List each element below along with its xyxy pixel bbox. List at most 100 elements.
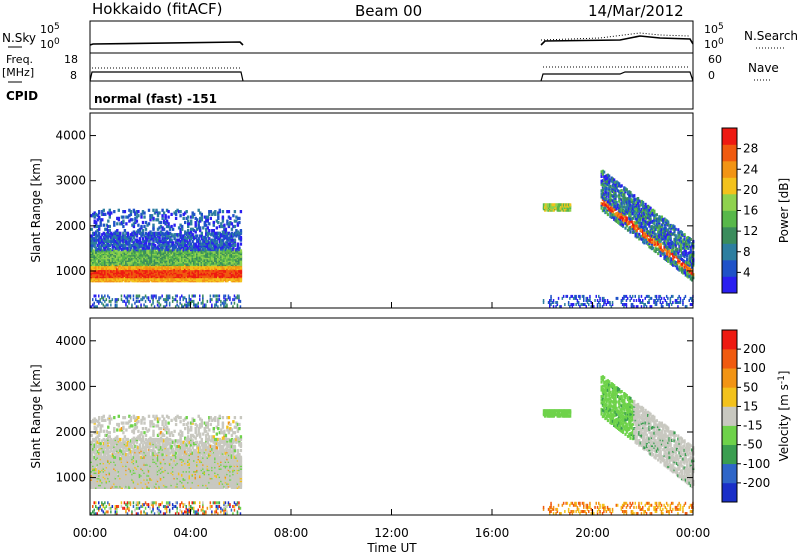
data-cell (107, 243, 110, 248)
data-cell (620, 192, 623, 196)
data-cell (185, 276, 188, 280)
data-cell (119, 245, 122, 249)
freq-trace-early (89, 71, 244, 82)
data-cell (224, 272, 228, 276)
data-cell (196, 245, 199, 249)
data-cell (135, 305, 138, 309)
data-cell (90, 214, 93, 218)
data-cell (177, 242, 181, 246)
data-cell (634, 233, 637, 236)
data-cell (680, 265, 684, 269)
data-cell (114, 246, 117, 250)
data-cell (211, 298, 213, 302)
data-cell (126, 257, 130, 261)
data-cell (669, 258, 672, 262)
data-cell (601, 182, 604, 186)
data-cell (585, 299, 587, 302)
data-cell (214, 250, 217, 254)
data-cell (658, 248, 661, 252)
data-cell (128, 249, 131, 253)
data-cell (556, 206, 559, 209)
data-cell (209, 298, 212, 302)
data-cell (652, 230, 655, 234)
data-cell (601, 185, 604, 189)
data-cell (111, 233, 114, 237)
data-cell (644, 202, 647, 206)
data-cell (188, 301, 190, 305)
data-cell (152, 208, 155, 212)
data-cell (635, 200, 638, 204)
data-cell (616, 214, 620, 218)
data-cell (152, 216, 155, 220)
data-cell (140, 298, 142, 302)
data-cell (105, 249, 108, 253)
data-cell (229, 216, 232, 220)
data-cell (552, 206, 555, 209)
data-cell (658, 245, 661, 249)
data-cell (615, 219, 618, 223)
data-cell (645, 235, 648, 239)
data-cell (643, 230, 646, 234)
data-cell (108, 224, 111, 229)
data-cell (197, 246, 200, 250)
data-cell (214, 231, 217, 235)
data-cell (239, 299, 242, 303)
data-cell (93, 231, 96, 235)
data-cell (670, 294, 673, 298)
data-cell (623, 296, 625, 300)
data-cell (614, 206, 617, 210)
data-cell (615, 183, 618, 187)
data-cell (682, 260, 685, 264)
data-cell (618, 215, 621, 219)
data-cell (665, 254, 669, 258)
data-cell (614, 192, 617, 196)
data-cell (628, 209, 631, 213)
cpid-label: CPID (6, 89, 38, 103)
data-cell (164, 231, 167, 235)
data-cell (663, 247, 666, 251)
data-cell (114, 299, 117, 303)
data-cell (615, 180, 618, 184)
data-cell (200, 234, 203, 238)
data-cell (674, 299, 677, 302)
data-cell (141, 298, 144, 302)
nsky-tick-bottom-left: 100 (40, 37, 60, 51)
data-cell (680, 264, 684, 268)
data-cell (107, 219, 110, 223)
data-cell (93, 214, 96, 218)
data-cell (209, 294, 212, 298)
data-cell (158, 253, 161, 257)
data-cell (604, 182, 607, 186)
data-cell (117, 237, 120, 241)
data-cell (190, 266, 193, 271)
data-cell (609, 204, 612, 207)
data-cell (674, 245, 677, 249)
data-cell (628, 190, 631, 194)
data-cell (626, 222, 630, 226)
data-cell (629, 299, 631, 302)
data-cell (200, 215, 203, 219)
data-cell (663, 238, 666, 241)
data-cell (648, 208, 651, 212)
data-cell (156, 299, 159, 303)
data-cell (209, 210, 212, 214)
data-cell (129, 296, 132, 300)
data-cell (610, 198, 613, 202)
data-cell (224, 301, 227, 305)
data-cell (215, 226, 218, 230)
data-cell (208, 212, 211, 216)
data-cell (165, 301, 168, 305)
data-cell (116, 305, 118, 309)
data-cell (126, 246, 130, 250)
data-cell (95, 220, 98, 225)
data-cell (589, 294, 591, 298)
data-cell (152, 299, 154, 303)
data-cell (129, 233, 133, 237)
data-cell (654, 299, 657, 302)
data-cell (689, 296, 692, 300)
data-cell (686, 261, 689, 265)
data-cell (581, 294, 584, 298)
data-cell (689, 245, 692, 249)
data-cell (614, 204, 617, 208)
data-cell (579, 296, 581, 300)
